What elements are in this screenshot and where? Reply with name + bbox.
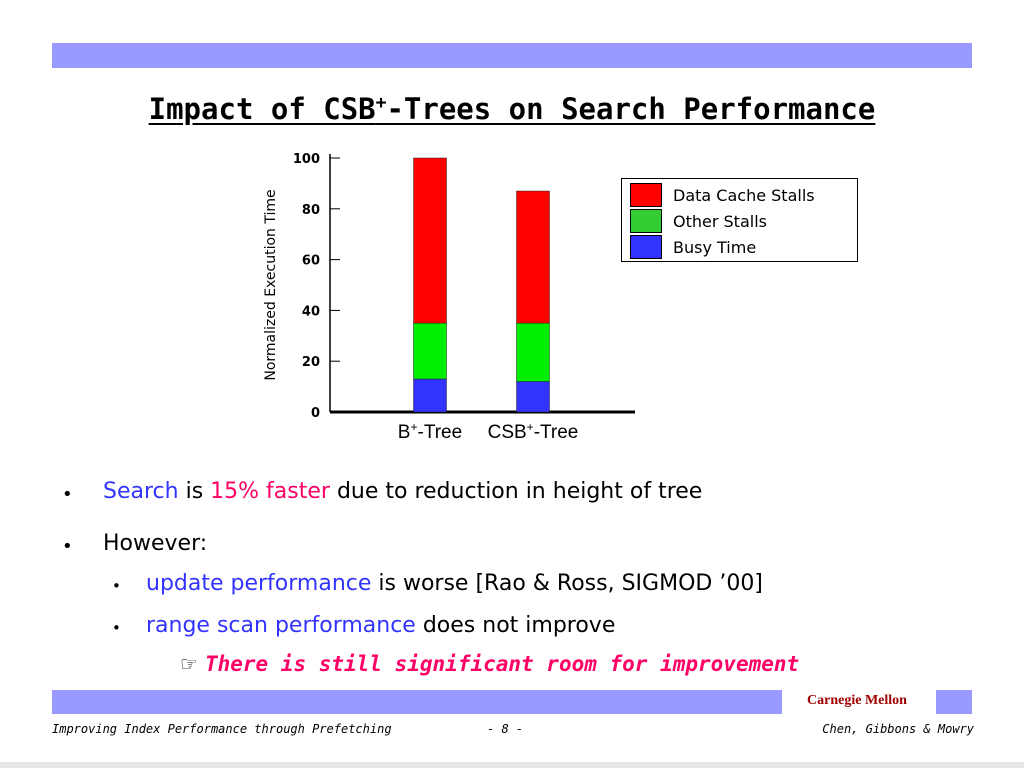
legend-item-busy-time: Busy Time — [630, 235, 856, 260]
callout-text: There is still significant room for impr… — [204, 652, 800, 676]
sub-bullet-range-scan: range scan performance does not improve — [146, 613, 616, 638]
bottom-rule — [0, 762, 1024, 768]
legend-swatch-green — [630, 209, 662, 233]
footer-band-right — [936, 690, 972, 714]
bullet-search: Search is 15% faster due to reduction in… — [103, 479, 703, 504]
x-tick-label: B+-Tree — [398, 420, 462, 443]
pointing-hand-icon: ☞ — [180, 652, 198, 676]
y-tick-label: 20 — [302, 355, 320, 370]
legend-swatch-blue — [630, 235, 662, 259]
y-tick-label: 100 — [293, 152, 320, 167]
legend-label: Data Cache Stalls — [673, 186, 815, 205]
footer-talk-title: Improving Index Performance through Pref… — [52, 722, 392, 736]
legend-label: Other Stalls — [673, 212, 767, 231]
y-tick-label: 60 — [302, 254, 320, 269]
y-tick-label: 80 — [302, 203, 320, 218]
y-axis-label: Normalized Execution Time — [263, 189, 279, 380]
bar-segment — [516, 190, 550, 324]
bar-segment — [516, 381, 550, 413]
bar-segment — [516, 322, 550, 382]
bullet-however: However: — [103, 531, 208, 556]
x-tick-label: CSB+-Tree — [488, 420, 579, 443]
bullet-dot: • — [62, 536, 73, 557]
sub-bullet-update: update performance is worse [Rao & Ross,… — [146, 571, 763, 596]
footer-authors: Chen, Gibbons & Mowry — [822, 722, 974, 736]
legend-item-other-stalls: Other Stalls — [630, 209, 856, 234]
sub-bullet-dot: • — [112, 619, 121, 637]
sub-bullet-dot: • — [112, 577, 121, 595]
legend-swatch-red — [630, 183, 662, 207]
bar-segment — [413, 378, 447, 413]
bullet-dot: • — [62, 484, 73, 505]
bar-segment — [413, 157, 447, 324]
org-logo-text: Carnegie Mellon — [807, 693, 907, 708]
y-tick-label: 40 — [302, 304, 320, 319]
stacked-bar-chart: Normalized Execution Time 0 20 40 60 80 100 B+-… — [263, 152, 635, 443]
slide-title: Impact of CSB+-Trees on Search Performan… — [148, 92, 876, 126]
header-band — [52, 43, 972, 68]
callout-line: ☞ There is still significant room for im… — [180, 652, 799, 677]
legend-label: Busy Time — [673, 238, 757, 257]
y-tick-label: 0 — [311, 406, 320, 421]
page-number: - 8 - — [487, 722, 524, 736]
legend-item-data-cache-stalls: Data Cache Stalls — [630, 183, 856, 208]
chart-legend: Data Cache Stalls Other Stalls Busy Time — [621, 178, 858, 262]
bar-segment — [413, 322, 447, 380]
footer-band — [52, 690, 782, 714]
